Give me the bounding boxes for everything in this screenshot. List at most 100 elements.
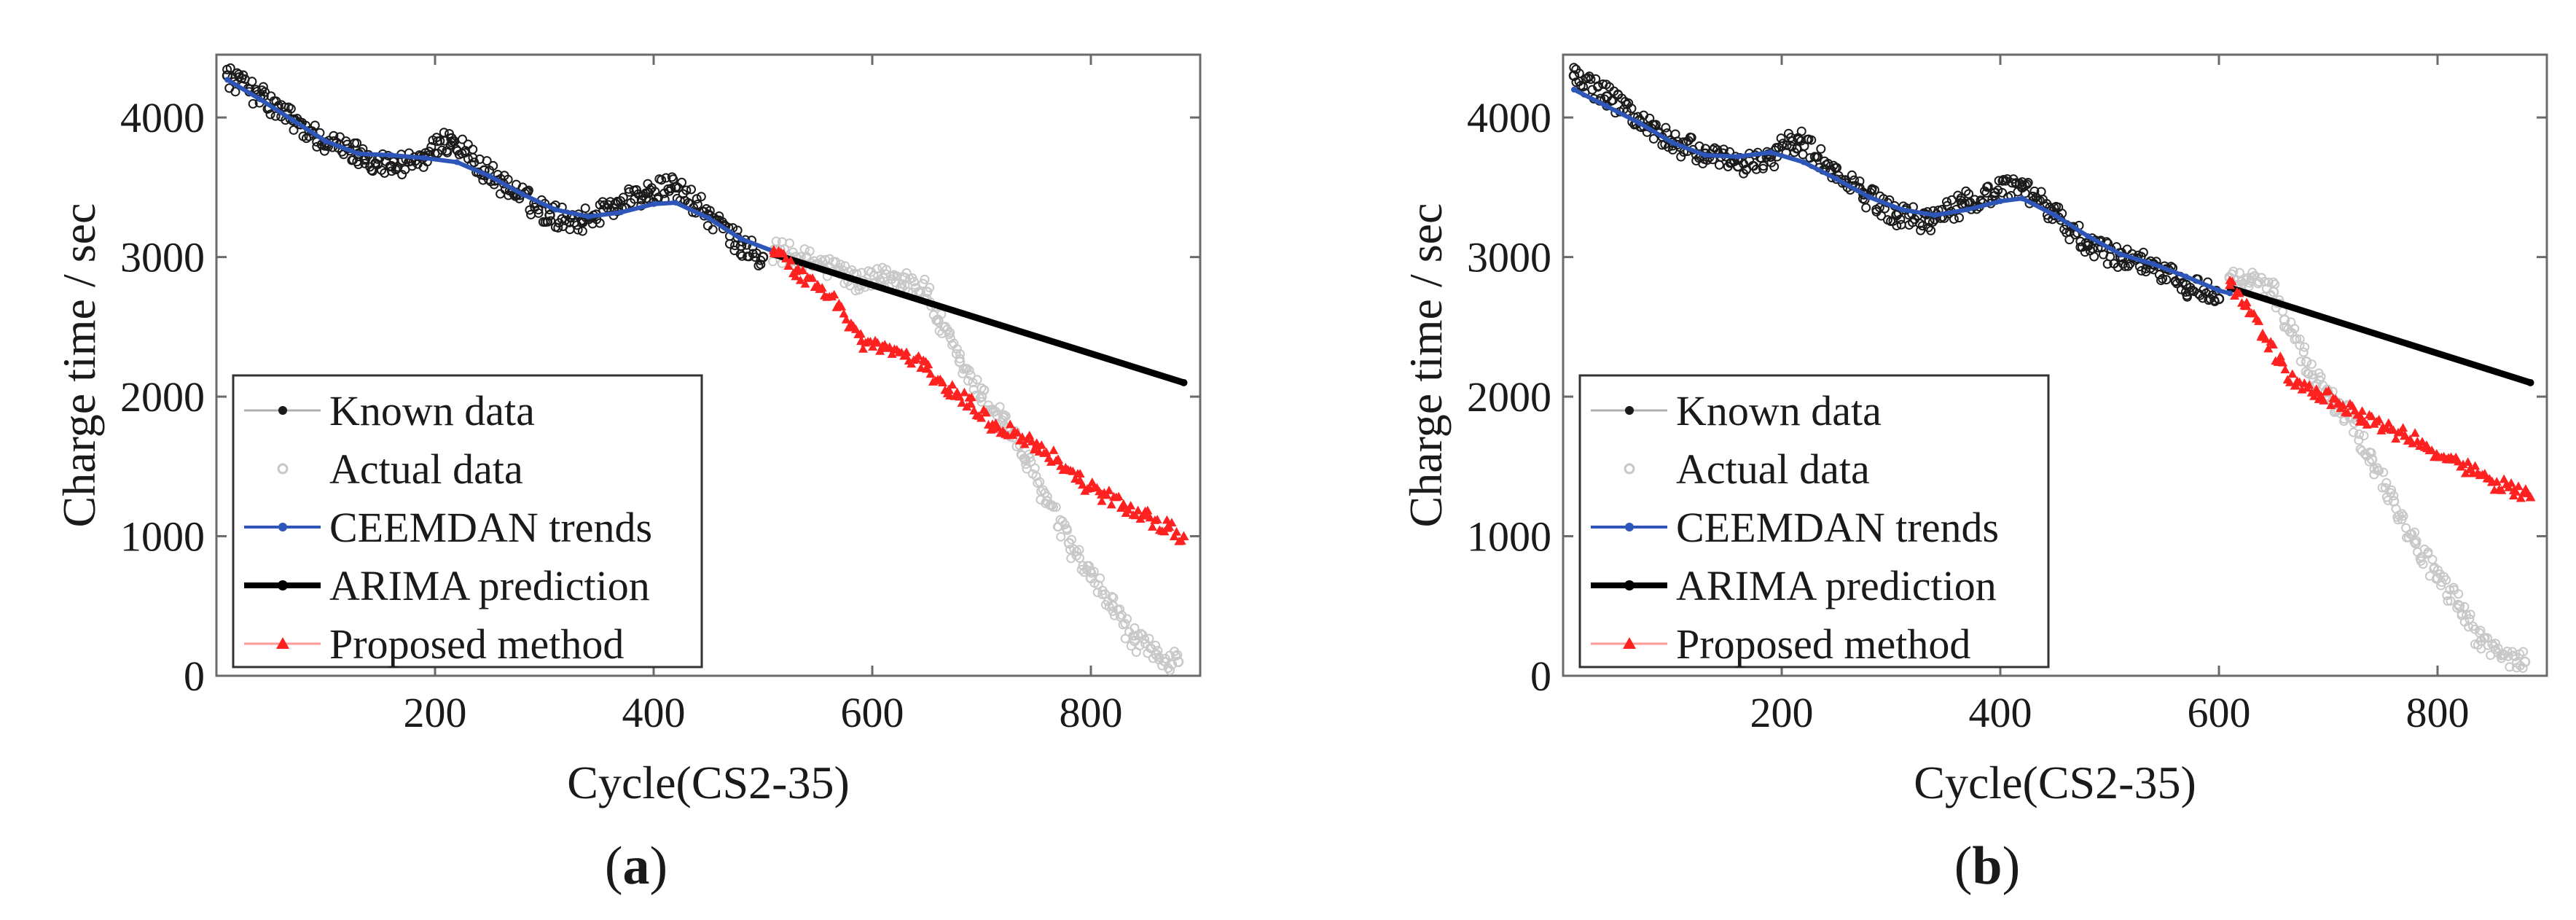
data-layer-b [1568,63,2536,673]
cloud-known-data-b-233 [1926,225,1936,235]
cloud-proposed-method-a-48 [885,342,895,351]
cloud-known-data-b-6 [1578,82,1589,92]
cloud-actual-data-a-231 [1122,614,1132,624]
x-tick-label-a-200: 200 [404,689,467,736]
cloud-known-data-b-359 [2118,259,2128,269]
point-proposed-method-a-18 [1162,523,1172,532]
point-ceemdan-trends-b-0 [1571,86,1577,93]
y-tick-label-a-2000: 2000 [120,373,205,421]
cloud-actual-data-a-31 [815,254,826,265]
point-proposed-method-a-0 [769,245,779,254]
cloud-known-data-b-159 [1813,152,1823,162]
cloud-actual-data-a-2 [771,236,781,246]
cloud-known-data-a-5 [230,87,240,97]
cloud-known-data-b-25 [1608,95,1618,105]
cloud-known-data-a-132 [424,147,434,157]
cloud-known-data-b-255 [1960,198,1970,208]
point-ceemdan-trends-a-8 [487,173,493,179]
point-proposed-method-a-12 [1031,440,1041,450]
legend-label-arima-a: ARIMA prediction [329,562,650,609]
legend-label-proposed-b: Proposed method [1676,620,1970,668]
cloud-known-data-a-139 [435,136,445,146]
cloud-actual-data-a-193 [1065,545,1075,555]
cloud-actual-data-b-84 [2354,435,2364,445]
cloud-actual-data-a-245 [1144,634,1154,644]
cloud-actual-data-b-91 [2364,456,2374,467]
cloud-proposed-method-b-23 [2280,365,2290,374]
cloud-proposed-method-a-116 [1049,445,1059,454]
point-proposed-method-b-3 [2274,356,2285,366]
cloud-proposed-method-b-15 [2261,334,2271,343]
y-tick-label-b-0: 0 [1530,652,1551,700]
point-ceemdan-trends-b-2 [1637,120,1643,126]
point-proposed-method-b-15 [2525,491,2536,502]
legend-label-actual-a: Actual data [329,445,523,493]
x-tick-label-b-600: 600 [2188,689,2251,736]
point-proposed-method-a-3 [834,300,845,311]
cloud-actual-data-b-149 [2453,599,2463,609]
cloud-proposed-method-b-66 [2384,418,2394,427]
point-proposed-method-a-1 [791,265,801,276]
cloud-known-data-b-369 [2134,262,2145,272]
point-proposed-method-a-14 [1075,475,1085,485]
cloud-proposed-method-a-157 [1147,522,1157,531]
cloud-proposed-method-a-5 [781,254,791,262]
legend-entry-ceemdan-a: CEEMDAN trends [244,504,652,551]
cloud-proposed-method-b-120 [2513,481,2524,491]
cloud-known-data-a-144 [442,147,453,157]
point-ceemdan-trends-a-5 [388,152,394,158]
cloud-actual-data-a-122 [955,349,965,359]
cloud-proposed-method-b-59 [2367,411,2377,421]
legend-marker-proposed-b [1623,637,1636,649]
cloud-known-data-b-340 [2089,252,2099,262]
cloud-known-data-b-310 [2043,214,2054,224]
cloud-actual-data-a-23 [804,246,815,257]
cloud-proposed-method-a-136 [1097,496,1107,505]
cloud-known-data-b-248 [1949,214,1959,224]
cloud-proposed-method-a-13 [800,278,810,288]
line-ceemdan-trends-a [225,77,776,254]
point-ceemdan-trends-a-10 [552,206,558,213]
cloud-known-data-b-225 [1914,219,1925,229]
cloud-proposed-method-a-11 [795,275,805,284]
cloud-known-data-a-42 [286,104,296,114]
panel-label-b: (b) [1954,836,2020,896]
y-axis-label-b: Charge time / sec [1400,203,1452,528]
cloud-actual-data-a-178 [1041,498,1051,508]
cloud-actual-data-b-48 [2298,347,2309,357]
x-tick-label-a-800: 800 [1060,689,1123,736]
cloud-proposed-method-b-72 [2398,423,2408,432]
cloud-known-data-b-82 [1694,141,1704,152]
cloud-known-data-b-289 [2011,179,2021,189]
cloud-proposed-method-b-41 [2323,386,2333,395]
cloud-actual-data-a-263 [1172,650,1183,660]
cloud-known-data-a-346 [751,248,762,258]
point-ceemdan-trends-b-6 [1768,149,1774,156]
cloud-actual-data-a-107 [933,317,944,327]
cloud-known-data-b-142 [1787,141,1797,152]
cloud-actual-data-b-85 [2354,429,2365,440]
point-ceemdan-trends-b-17 [2118,251,2123,257]
cloud-actual-data-a-128 [964,365,974,375]
cloud-known-data-a-43 [289,125,299,135]
cloud-proposed-method-a-43 [872,338,882,347]
cloud-known-data-b-52 [1648,133,1659,144]
cloud-known-data-a-292 [668,174,678,184]
point-ceemdan-trends-a-12 [618,209,624,216]
cloud-known-data-a-114 [397,169,407,179]
cloud-proposed-method-a-61 [916,363,926,373]
cloud-known-data-a-259 [618,192,628,203]
cloud-actual-data-b-191 [2518,663,2528,673]
cloud-known-data-b-360 [2120,261,2130,271]
panel-label-close-a: ) [650,836,668,896]
cloud-proposed-method-a-79 [959,387,969,397]
legend-entry-proposed-b: Proposed method [1591,620,1970,668]
cloud-actual-data-b-157 [2465,614,2475,624]
cloud-proposed-method-a-6 [783,261,794,270]
cloud-proposed-method-a-12 [798,265,808,274]
cloud-known-data-a-329 [724,239,735,249]
cloud-known-data-a-31 [270,111,281,121]
cloud-known-data-a-158 [463,139,473,149]
cloud-proposed-method-a-25 [829,289,839,299]
